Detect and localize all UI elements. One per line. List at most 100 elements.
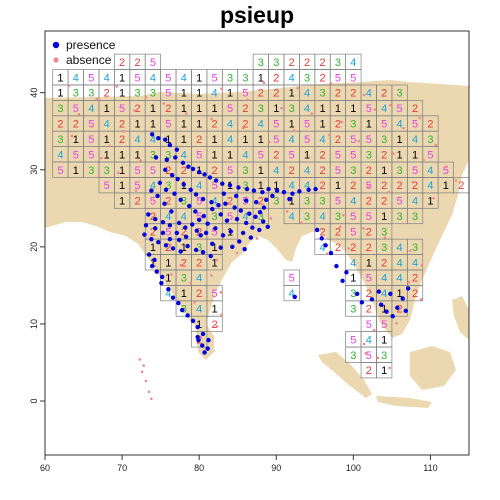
absence-points <box>67 81 458 401</box>
absence-point <box>99 156 103 160</box>
land-map <box>45 80 469 408</box>
fold-cell-label: 2 <box>381 196 387 208</box>
fold-cell-label: 5 <box>335 165 341 177</box>
fold-cell-label: 2 <box>119 134 125 146</box>
fold-cell-label: 1 <box>258 72 264 84</box>
fold-cell-label: 2 <box>165 103 171 115</box>
presence-point <box>180 160 186 166</box>
fold-cell-label: 1 <box>289 196 295 208</box>
fold-cell-label: 2 <box>134 103 140 115</box>
fold-cell: 2 <box>360 362 377 379</box>
fold-cell-label: 5 <box>366 211 372 223</box>
fold-cell-label: 4 <box>319 211 325 223</box>
presence-point <box>247 211 252 216</box>
fold-cell: 1 <box>52 69 69 86</box>
fold-cell-label: 3 <box>73 88 79 100</box>
absence-point <box>235 251 239 255</box>
absence-point <box>90 125 94 128</box>
fold-cell-label: 2 <box>134 196 140 208</box>
presence-point <box>149 132 155 137</box>
fold-cell-label: 1 <box>319 119 325 131</box>
absence-point <box>262 81 266 84</box>
fold-cell-label: 1 <box>165 257 171 269</box>
fold-cell: 2 <box>314 69 331 86</box>
presence-point <box>162 201 167 206</box>
fold-cell-label: 2 <box>289 57 295 69</box>
presence-point <box>153 226 158 231</box>
fold-cell-label: 1 <box>165 273 171 285</box>
absence-point <box>362 93 366 97</box>
presence-point <box>261 205 267 210</box>
fold-cell: 1 <box>114 69 131 86</box>
fold-cell: 3 <box>221 69 239 86</box>
fold-cell-label: 1 <box>181 134 187 146</box>
fold-cell-label: 5 <box>88 134 94 146</box>
fold-cell-label: 5 <box>242 88 248 100</box>
fold-cell-label: 5 <box>88 119 94 131</box>
presence-point <box>163 243 169 248</box>
presence-point <box>173 155 178 160</box>
fold-cell-label: 1 <box>443 180 449 192</box>
fold-cell-label: 5 <box>273 119 279 131</box>
absence-point <box>150 397 153 401</box>
fold-cell: 4 <box>144 69 161 86</box>
fold-cell-label: 2 <box>381 257 387 269</box>
fold-cell-label: 1 <box>335 103 341 115</box>
fold-cell-label: 5 <box>196 211 202 223</box>
fold-cell-label: 1 <box>196 319 202 331</box>
fold-cell-label: 5 <box>57 165 63 177</box>
fold-cell-label: 2 <box>397 180 403 192</box>
fold-cell-label: 3 <box>258 103 264 115</box>
fold-cell-label: 1 <box>427 196 433 208</box>
fold-cell-label: 4 <box>304 180 310 192</box>
absence-point <box>162 102 166 105</box>
y-tick-label: 30 <box>29 165 39 175</box>
fold-cell-label: 1 <box>181 88 187 100</box>
fold-cell-label: 1 <box>366 119 372 131</box>
fold-cell: 4 <box>283 69 300 86</box>
fold-cell: 4 <box>283 285 300 302</box>
presence-point <box>260 189 265 195</box>
fold-cell-label: 4 <box>104 119 110 131</box>
fold-cell-label: 4 <box>319 134 325 146</box>
fold-cell-label: 2 <box>119 119 125 131</box>
fold-cell-label: 2 <box>165 165 171 177</box>
fold-cell: 2 <box>314 53 331 70</box>
fold-cell-label: 3 <box>150 88 156 100</box>
presence-point <box>395 305 400 310</box>
presence-point <box>344 270 349 275</box>
absence-point <box>364 351 367 355</box>
presence-point <box>149 236 154 242</box>
fold-cell-label: 4 <box>165 288 171 300</box>
fold-cell-label: 4 <box>304 165 310 177</box>
presence-point <box>264 197 269 203</box>
fold-cell: 2 <box>206 315 223 333</box>
presence-point <box>164 157 170 162</box>
fold-cell: 2 <box>129 53 146 70</box>
fold-cell-label: 1 <box>181 242 187 254</box>
fold-cell-label: 3 <box>242 72 248 84</box>
presence-point <box>200 331 206 337</box>
fold-cell-label: 2 <box>319 149 325 161</box>
fold-cell-label: 3 <box>350 304 356 316</box>
absence-point <box>340 120 344 124</box>
presence-point <box>200 343 205 348</box>
fold-cell-label: 2 <box>458 180 464 192</box>
absence-point <box>407 281 411 284</box>
fold-cell-label: 1 <box>57 72 63 84</box>
absence-point <box>422 158 425 162</box>
fold-cell-label: 1 <box>134 149 140 161</box>
presence-point <box>170 295 176 300</box>
absence-point <box>389 103 392 107</box>
plot-frame <box>44 30 470 456</box>
plot-area: 1 4 5 4 1 5 4 5 4 1 5 3 3 1 2 4 3 2 5 52 2 5 3 3 2 2 2 3 41 3 3 2 1 3 3 5 1 1… <box>45 53 469 408</box>
fold-cell-label: 2 <box>196 257 202 269</box>
fold-cell-border <box>391 300 408 317</box>
fold-cell-label: 5 <box>88 72 94 84</box>
absence-point <box>310 112 314 115</box>
x-tick-label: 70 <box>117 463 127 473</box>
fold-cell-label: 5 <box>88 149 94 161</box>
fold-cell: 4 <box>314 238 331 255</box>
presence-point <box>160 219 166 225</box>
